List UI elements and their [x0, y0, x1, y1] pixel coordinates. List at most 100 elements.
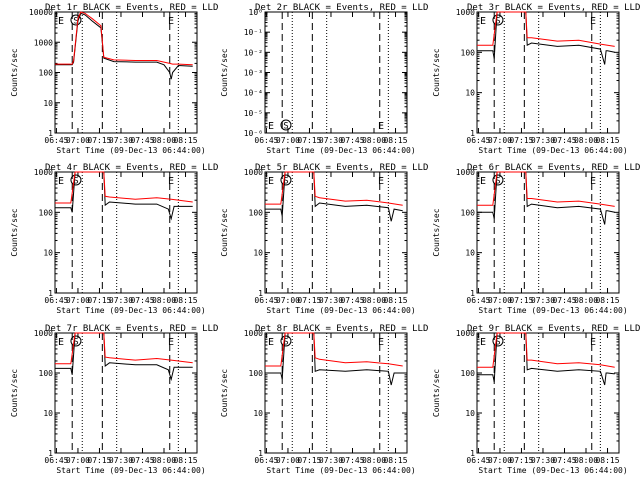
y-tick-label: 1 — [48, 449, 53, 458]
x-tick-label: 07:00 — [276, 456, 300, 465]
x-tick-label: 08:00 — [574, 456, 598, 465]
y-tick-label: 1000 — [456, 329, 475, 338]
series-events — [477, 11, 615, 65]
marker-s-circle — [280, 119, 292, 131]
x-tick-label: 07:45 — [340, 456, 364, 465]
panel-title: Det 4r BLACK = Events, RED = LLD — [45, 163, 218, 173]
y-tick-label: 10⁻³ — [244, 69, 263, 78]
x-tick-label: 07:30 — [109, 136, 133, 145]
marker-s: S — [495, 338, 500, 348]
x-tick-label: 07:15 — [297, 456, 321, 465]
marker-s-circle — [492, 174, 504, 186]
x-tick-label: 08:00 — [574, 296, 598, 305]
y-tick-label: 1000 — [34, 168, 53, 177]
x-tick-label: 08:00 — [574, 136, 598, 145]
x-axis-title: Start Time (09-Dec-13 06:44:00) — [266, 146, 415, 155]
marker-e-start: E — [268, 337, 274, 348]
y-tick-label: 100 — [461, 369, 476, 378]
x-tick-label: 08:15 — [173, 456, 197, 465]
series-lld — [55, 11, 193, 66]
x-axis-title: Start Time (09-Dec-13 06:44:00) — [56, 306, 205, 315]
y-tick-label: 1000 — [34, 329, 53, 338]
x-tick-label: 07:15 — [87, 456, 111, 465]
x-tick-label: 07:15 — [87, 136, 111, 145]
marker-s-circle — [280, 174, 292, 186]
x-tick-label: 07:45 — [552, 296, 576, 305]
x-tick-label: 07:00 — [276, 296, 300, 305]
x-tick-label: 07:45 — [340, 296, 364, 305]
x-tick-label: 07:15 — [297, 296, 321, 305]
series-lld — [265, 171, 403, 206]
x-tick-label: 07:30 — [319, 456, 343, 465]
x-tick-label: 08:15 — [595, 456, 619, 465]
marker-s: S — [73, 338, 78, 348]
marker-e-end: E — [590, 337, 596, 348]
marker-e-end: E — [378, 176, 384, 187]
x-tick-label: 07:15 — [509, 296, 533, 305]
series-events — [55, 171, 193, 221]
marker-e-start: E — [480, 16, 486, 27]
marker-s: S — [495, 177, 500, 187]
marker-s: S — [283, 122, 288, 132]
x-tick-label: 07:15 — [297, 136, 321, 145]
x-tick-label: 07:30 — [319, 296, 343, 305]
series-events — [265, 171, 403, 222]
x-tick-label: 07:00 — [276, 136, 300, 145]
axes-frame — [264, 11, 408, 134]
marker-s: S — [283, 177, 288, 187]
y-tick-label: 10 — [465, 409, 475, 418]
y-tick-label: 1000 — [456, 8, 475, 17]
y-tick-label: 10⁻² — [244, 48, 263, 57]
y-tick-label: 100 — [249, 208, 264, 217]
x-tick-label: 07:30 — [531, 456, 555, 465]
y-tick-label: 10 — [43, 249, 53, 258]
x-tick-label: 07:45 — [552, 136, 576, 145]
x-tick-label: 08:15 — [383, 136, 407, 145]
y-tick-label: 1 — [258, 289, 263, 298]
y-tick-label: 10 — [465, 89, 475, 98]
x-axis-title: Start Time (09-Dec-13 06:44:00) — [56, 146, 205, 155]
x-tick-label: 08:00 — [362, 136, 386, 145]
panel-title: Det 3r BLACK = Events, RED = LLD — [467, 3, 640, 13]
x-tick-label: 07:15 — [509, 456, 533, 465]
y-axis-title: Counts/sec — [432, 48, 441, 96]
y-tick-label: 1000 — [244, 329, 263, 338]
x-tick-label: 08:00 — [152, 136, 176, 145]
y-tick-label: 10 — [253, 249, 263, 258]
y-axis-title: Counts/sec — [220, 369, 229, 417]
x-tick-label: 06:45 — [466, 456, 490, 465]
x-tick-label: 07:00 — [66, 456, 90, 465]
axes-frame — [264, 171, 408, 294]
x-tick-label: 07:30 — [319, 136, 343, 145]
marker-s: S — [495, 17, 500, 27]
y-tick-label: 10 — [253, 409, 263, 418]
axes-frame — [54, 171, 198, 294]
x-axis-title: Start Time (09-Dec-13 06:44:00) — [478, 146, 627, 155]
y-tick-label: 10 — [43, 99, 53, 108]
x-tick-label: 07:00 — [66, 296, 90, 305]
x-tick-label: 08:15 — [383, 296, 407, 305]
panel-det-5: Det 5r BLACK = Events, RED = LLD 1 10 100 10… — [220, 163, 428, 315]
x-axis-title: Start Time (09-Dec-13 06:44:00) — [266, 466, 415, 475]
panel-title: Det 5r BLACK = Events, RED = LLD — [255, 163, 428, 173]
x-tick-label: 06:45 — [254, 456, 278, 465]
y-tick-label: 100 — [249, 369, 264, 378]
y-tick-label: 10⁻⁴ — [244, 89, 263, 98]
x-axis-title: Start Time (09-Dec-13 06:44:00) — [478, 466, 627, 475]
y-tick-label: 1000 — [34, 38, 53, 47]
x-tick-label: 07:45 — [130, 136, 154, 145]
marker-s-circle — [492, 335, 504, 347]
panel-det-3: Det 3r BLACK = Events, RED = LLD 1 10 100 10… — [432, 3, 640, 155]
panel-det-9: Det 9r BLACK = Events, RED = LLD 1 10 100 10… — [432, 324, 640, 475]
x-tick-label: 06:45 — [466, 136, 490, 145]
series-events — [477, 171, 615, 225]
marker-e-end: E — [168, 337, 174, 348]
panel-det-1: Det 1r BLACK = Events, RED = LLD 1 10 100 10… — [10, 3, 218, 155]
x-tick-label: 07:15 — [509, 136, 533, 145]
y-tick-label: 100 — [39, 369, 54, 378]
y-axis-title: Counts/sec — [432, 208, 441, 256]
y-axis-title: Counts/sec — [432, 369, 441, 417]
marker-e-end: E — [378, 121, 384, 132]
x-tick-label: 07:15 — [87, 296, 111, 305]
